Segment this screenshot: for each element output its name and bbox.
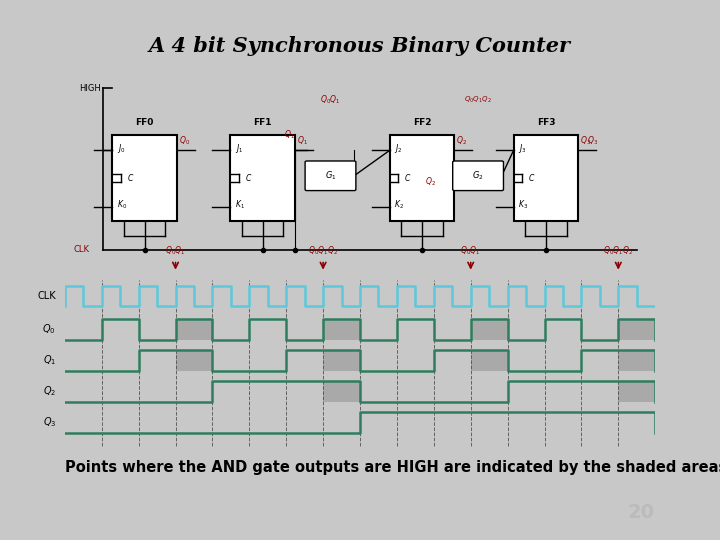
Text: $C$: $C$ [405,172,412,183]
Bar [618,319,655,340]
Bar [618,350,655,371]
Text: $Q_0Q_1Q_2$: $Q_0Q_1Q_2$ [464,94,492,105]
Text: $Q_{3}$: $Q_{3}$ [580,134,591,147]
Text: A 4 bit Synchronous Binary Counter: A 4 bit Synchronous Binary Counter [149,36,571,56]
Text: $K_{1}$: $K_{1}$ [235,199,245,211]
Text: $Q_0Q_1Q_2$: $Q_0Q_1Q_2$ [603,245,634,257]
Text: $K_{2}$: $K_{2}$ [395,199,404,211]
Text: $C$: $C$ [127,172,134,183]
Text: $Q_1$: $Q_1$ [42,354,56,367]
Bar [471,350,508,371]
Text: $Q_1$: $Q_1$ [284,129,294,141]
Text: CLK: CLK [73,245,90,254]
Text: $Q_{1}$: $Q_{1}$ [297,134,307,147]
Bar [323,350,360,371]
Text: CLK: CLK [37,291,56,301]
Text: $Q_0$: $Q_0$ [42,322,56,336]
Text: $Q_3$: $Q_3$ [588,134,598,147]
Text: FF1: FF1 [253,118,272,127]
Text: $Q_2$: $Q_2$ [42,384,56,399]
Text: $Q_{0}$: $Q_{0}$ [179,134,190,147]
Text: Points where the AND gate outputs are HIGH are indicated by the shaded areas.: Points where the AND gate outputs are HI… [65,460,720,475]
Text: FF3: FF3 [536,118,555,127]
Text: $Q_0Q_1$: $Q_0Q_1$ [165,245,186,257]
Bar [471,319,508,340]
Text: $Q_0Q_1$: $Q_0Q_1$ [320,93,341,106]
Text: FF2: FF2 [413,118,431,127]
Text: $J_{0}$: $J_{0}$ [117,142,125,155]
FancyBboxPatch shape [453,161,503,191]
Text: $G_2$: $G_2$ [472,170,484,182]
FancyBboxPatch shape [305,161,356,191]
Text: $G_1$: $G_1$ [325,170,336,182]
Bar [176,319,212,340]
Text: HIGH: HIGH [79,84,102,93]
Bar [323,319,360,340]
Text: $C$: $C$ [528,172,536,183]
Text: 20: 20 [627,503,654,523]
Text: $C$: $C$ [245,172,252,183]
Text: $K_{0}$: $K_{0}$ [117,199,127,211]
Bar [112,135,177,220]
Text: $J_{1}$: $J_{1}$ [235,142,243,155]
Bar [323,381,360,402]
Bar [513,135,578,220]
Bar [390,135,454,220]
Text: $Q_0Q_1Q_2$: $Q_0Q_1Q_2$ [308,245,338,257]
Text: $J_{3}$: $J_{3}$ [518,142,527,155]
Text: $Q_2$: $Q_2$ [426,176,436,188]
Text: $J_{2}$: $J_{2}$ [395,142,402,155]
Text: $Q_3$: $Q_3$ [42,416,56,429]
Text: FF0: FF0 [135,118,153,127]
Text: $Q_0Q_1$: $Q_0Q_1$ [460,245,481,257]
Bar [176,350,212,371]
Bar [230,135,295,220]
Text: $Q_{2}$: $Q_{2}$ [456,134,467,147]
Bar [618,381,655,402]
Text: $K_{3}$: $K_{3}$ [518,199,528,211]
